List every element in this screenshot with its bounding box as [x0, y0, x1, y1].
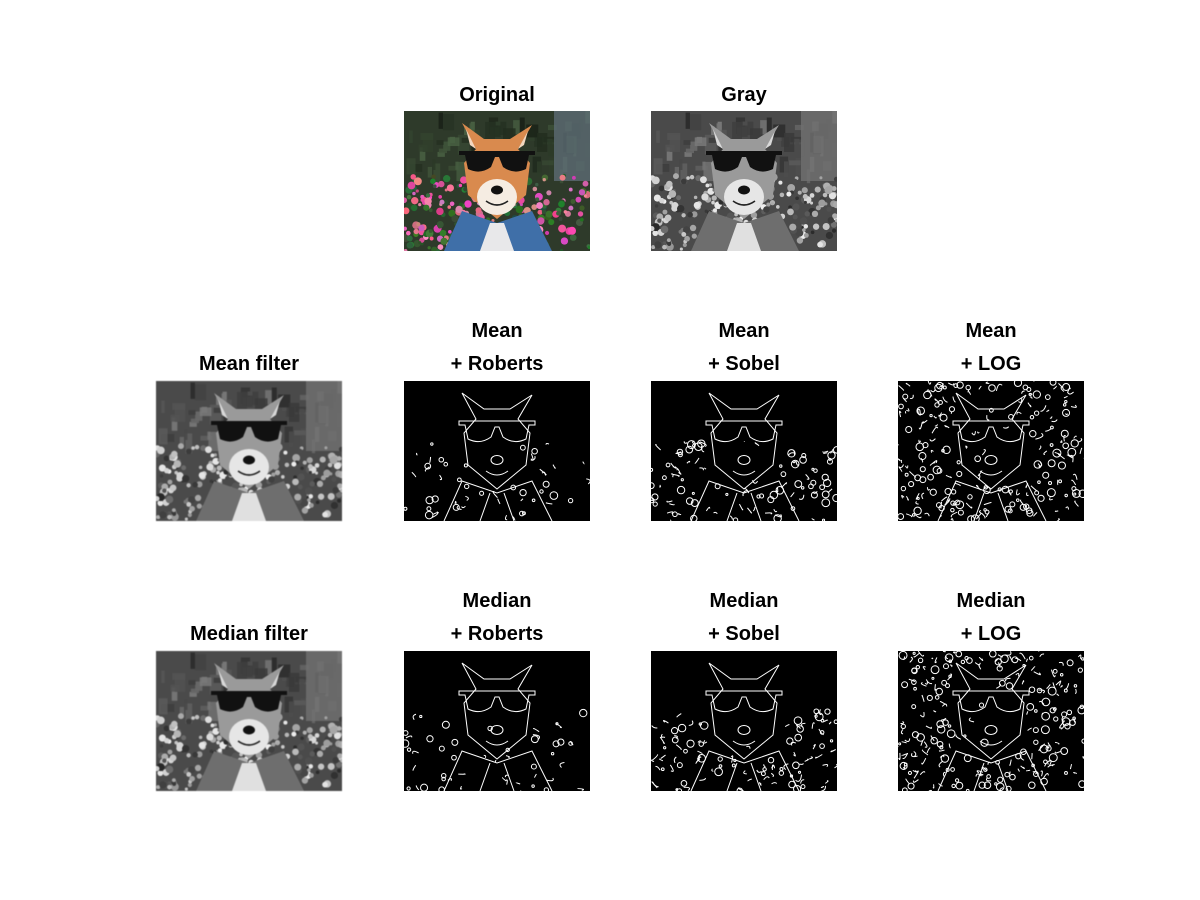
panel-title: Mean + Sobel [611, 315, 877, 381]
panel-title-line: Gray [721, 84, 767, 106]
original-image [404, 111, 590, 251]
panel-title-line: Median [462, 590, 532, 612]
panel-title-line: Original [459, 84, 535, 106]
mean-sobel-image [651, 381, 837, 521]
panel-title: Mean + LOG [858, 315, 1124, 381]
panel-title: Median + Sobel [611, 585, 877, 651]
panel-title: Original [364, 79, 630, 112]
panel-title: Mean filter [116, 348, 382, 381]
panel-title-line: + Sobel [708, 623, 780, 645]
panel-title-line: + Sobel [708, 353, 780, 375]
median-filter-image [156, 651, 342, 791]
panel-title-line: Median [956, 590, 1026, 612]
panel-title-line: + LOG [960, 623, 1022, 645]
panel-title-line: Mean filter [198, 353, 300, 375]
panel-title: Median filter [116, 618, 382, 651]
panel-title-line: + Roberts [450, 353, 544, 375]
panel-title: Median + Roberts [364, 585, 630, 651]
panel-title: Gray [611, 79, 877, 112]
median-roberts-image [404, 651, 590, 791]
panel-title-line: Mean [471, 320, 523, 342]
mean-log-image [898, 381, 1084, 521]
mean-filter-image [156, 381, 342, 521]
median-sobel-image [651, 651, 837, 791]
panel-title-line: + Roberts [450, 623, 544, 645]
panel-title-line: + LOG [960, 353, 1022, 375]
panel-title-line: Mean [965, 320, 1017, 342]
gray-image [651, 111, 837, 251]
panel-title-line: Median filter [190, 623, 308, 645]
median-log-image [898, 651, 1084, 791]
panel-title-line: Median [709, 590, 779, 612]
panel-title: Mean + Roberts [364, 315, 630, 381]
mean-roberts-image [404, 381, 590, 521]
panel-title-line: Mean [718, 320, 770, 342]
panel-title: Median + LOG [858, 585, 1124, 651]
